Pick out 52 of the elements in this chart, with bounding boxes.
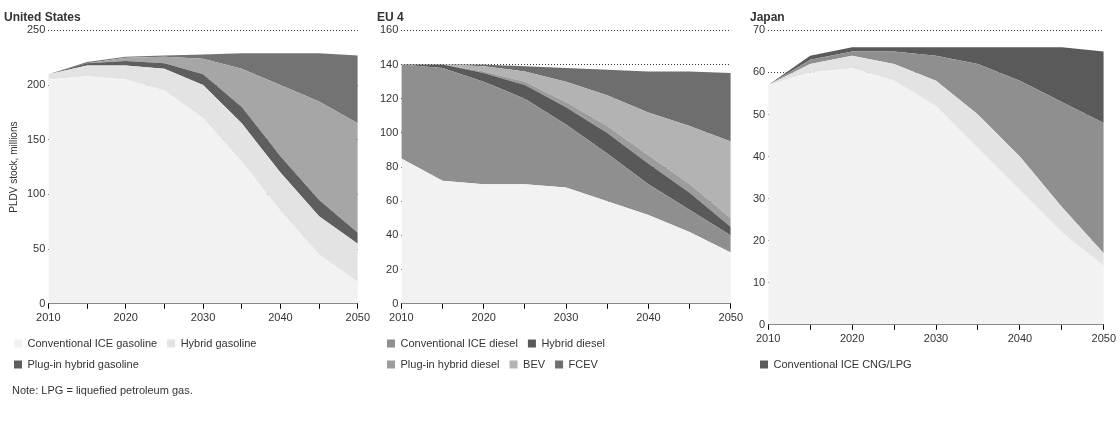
chart-title: United States: [4, 9, 82, 24]
y-tick-label: 60: [752, 65, 766, 78]
x-tick-label: 2010: [36, 311, 61, 324]
x-tick-label: 2030: [190, 311, 216, 324]
y-tick-label: 60: [386, 194, 399, 207]
legend-label: Plug-in hybrid diesel: [400, 357, 500, 370]
x-tick-label: 2020: [113, 311, 138, 324]
legend-label: Conventional ICE CNG/LPG: [773, 357, 912, 370]
y-tick-label: 0: [759, 317, 766, 330]
x-tick-label: 2040: [1007, 332, 1033, 345]
y-tick-label: 20: [386, 262, 399, 275]
x-tick-label: 2040: [636, 311, 661, 324]
y-tick-label: 120: [379, 91, 399, 104]
text: Note: LPG = liquefied petroleum gas.: [11, 383, 194, 396]
y-tick-label: 100: [379, 125, 399, 138]
x-tick-label: 2030: [553, 311, 579, 324]
x-tick-label: 2050: [718, 311, 744, 324]
y-tick-label: 140: [379, 57, 399, 70]
y-tick-label: 200: [26, 78, 46, 91]
x-tick-label: 2040: [268, 311, 293, 324]
x-tick-label: 2030: [923, 332, 949, 345]
y-tick-label: 40: [386, 228, 399, 241]
y-tick-label: 0: [392, 296, 399, 309]
x-tick-label: 2020: [471, 311, 496, 324]
x-tick-label: 2010: [755, 332, 781, 345]
chart-title: Japan: [750, 9, 785, 24]
y-tick-label: 150: [26, 132, 46, 145]
y-tick-label: 70: [752, 23, 766, 36]
x-tick-label: 2050: [345, 311, 371, 324]
legend-label: FCEV: [568, 357, 599, 370]
y-tick-label: 160: [379, 23, 399, 36]
x-tick-label: 2010: [389, 311, 414, 324]
y-tick-label: 40: [752, 149, 766, 162]
x-tick-label: 2050: [1091, 332, 1117, 345]
y-tick-label: 250: [26, 23, 46, 36]
y-tick-label: 0: [39, 296, 46, 309]
x-tick-label: 2020: [839, 332, 865, 345]
y-tick-label: 100: [26, 187, 46, 200]
y-tick-label: 50: [752, 107, 766, 120]
y-tick-label: 50: [33, 242, 46, 255]
y-tick-label: 20: [752, 233, 766, 246]
y-tick-label: 30: [752, 191, 766, 204]
legend-label: Conventional ICE gasoline: [27, 336, 158, 349]
legend-label: Hybrid diesel: [541, 336, 605, 349]
legend-label: BEV: [523, 357, 546, 370]
y-axis-title: PLDV stock, millions: [7, 121, 19, 213]
legend-label: Conventional ICE diesel: [400, 336, 518, 349]
legend-label: Plug-in hybrid gasoline: [27, 357, 139, 370]
y-tick-label: 10: [752, 275, 766, 288]
chart-title: EU 4: [377, 9, 404, 24]
legend-label: Hybrid gasoline: [180, 336, 257, 349]
y-tick-label: 80: [386, 160, 399, 173]
